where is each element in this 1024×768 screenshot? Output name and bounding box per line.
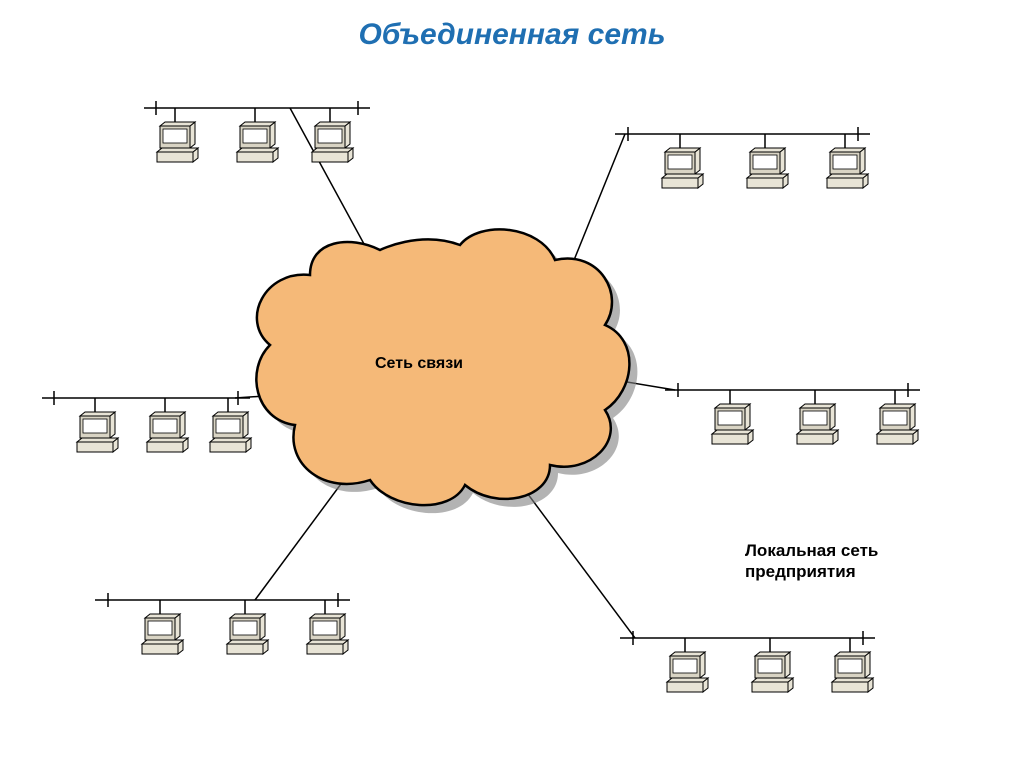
- lan-caption-line1: Локальная сеть: [745, 541, 878, 560]
- computer-icon: [712, 404, 753, 444]
- computer-icon: [237, 122, 278, 162]
- computer-icon: [752, 652, 793, 692]
- computer-icon: [667, 652, 708, 692]
- computer-icon: [227, 614, 268, 654]
- computer-icon: [312, 122, 353, 162]
- computer-icon: [832, 652, 873, 692]
- computer-icon: [77, 412, 118, 452]
- lan-group: [95, 593, 350, 654]
- computer-icon: [157, 122, 198, 162]
- computer-icon: [877, 404, 918, 444]
- computer-icon: [747, 148, 788, 188]
- lan-group: [620, 631, 875, 692]
- computer-icon: [147, 412, 188, 452]
- computer-icon: [797, 404, 838, 444]
- cloud-link: [570, 134, 625, 270]
- lan-caption: Локальная сеть предприятия: [745, 540, 878, 583]
- diagram-canvas: Объединенная сеть Сеть связи Локальная с…: [0, 0, 1024, 768]
- computer-icon: [662, 148, 703, 188]
- lan-group: [42, 391, 251, 452]
- computer-icon: [827, 148, 868, 188]
- computer-icon: [307, 614, 348, 654]
- lan-group: [615, 127, 870, 188]
- network-diagram-svg: [0, 0, 1024, 768]
- lan-caption-line2: предприятия: [745, 562, 856, 581]
- computer-icon: [142, 614, 183, 654]
- lan-group: [665, 383, 920, 444]
- lan-group: [144, 101, 370, 162]
- computer-icon: [210, 412, 251, 452]
- cloud-label: Сеть связи: [375, 355, 463, 373]
